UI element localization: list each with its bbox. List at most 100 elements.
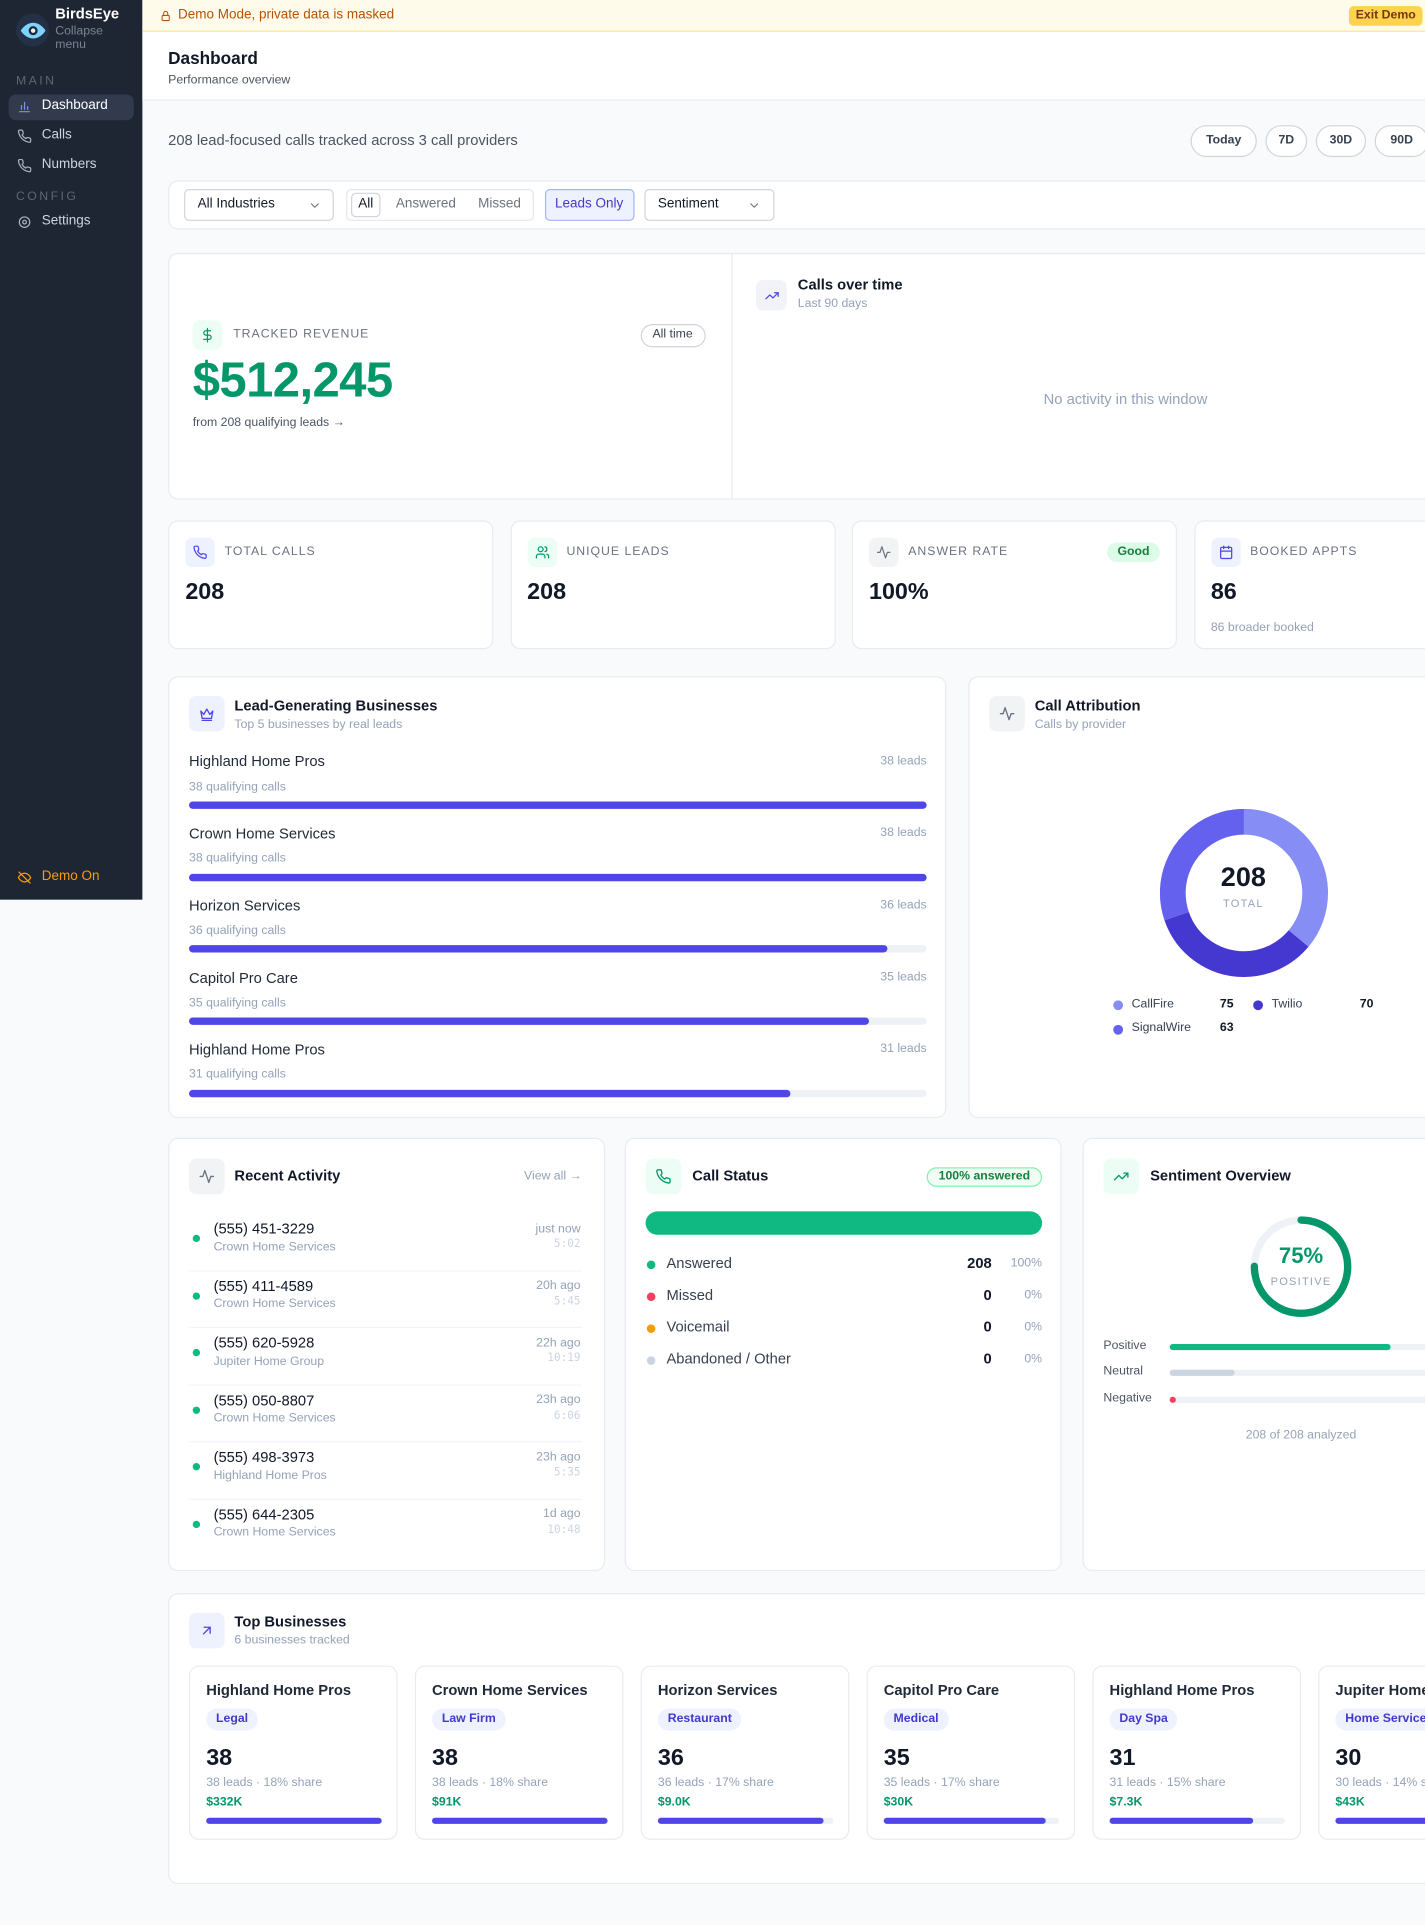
business-bar bbox=[206, 1817, 382, 1824]
range-button[interactable] bbox=[1315, 125, 1367, 158]
range-label[interactable]: Today bbox=[1206, 133, 1242, 147]
call-time: 22h ago bbox=[536, 1336, 581, 1350]
business-leads: 36 leads bbox=[880, 898, 927, 912]
revenue-value: $512,245 bbox=[192, 353, 393, 408]
stat-label: UNIQUE LEADS bbox=[566, 544, 670, 558]
logo bbox=[15, 13, 50, 47]
collapse-menu[interactable]: Collapse menu bbox=[55, 24, 104, 52]
demo-banner bbox=[142, 0, 1425, 32]
sentiment-row-label: Positive bbox=[1103, 1338, 1147, 1352]
nav-icon bbox=[16, 157, 33, 174]
nav-icon bbox=[16, 128, 33, 145]
call-time: just now bbox=[535, 1221, 581, 1236]
bar-track bbox=[1169, 1369, 1425, 1376]
call-duration: 5:35 bbox=[553, 1466, 581, 1480]
status-option[interactable]: Missed bbox=[478, 196, 521, 212]
section-label: MAIN bbox=[15, 74, 57, 88]
range-button[interactable] bbox=[1265, 125, 1308, 158]
page-title: Dashboard bbox=[168, 48, 258, 68]
call-time: 20h ago bbox=[536, 1278, 581, 1293]
nav-item[interactable]: Calls bbox=[41, 127, 72, 143]
exit-demo-btn[interactable] bbox=[1348, 6, 1423, 26]
separator bbox=[189, 1269, 582, 1271]
legend-value: 63 bbox=[1219, 1021, 1234, 1035]
nav-item[interactable]: Dashboard bbox=[41, 98, 108, 113]
demo-toggle[interactable]: Demo On bbox=[41, 868, 100, 884]
stat-value: 208 bbox=[185, 578, 225, 605]
business-revenue: $332K bbox=[206, 1795, 243, 1809]
status-option[interactable]: Answered bbox=[395, 196, 456, 212]
business-leads: 31 leads bbox=[880, 1042, 927, 1056]
business-name: Highland Home Pros bbox=[189, 752, 325, 771]
legend-value: 70 bbox=[1359, 997, 1374, 1011]
lead-bar bbox=[189, 873, 927, 881]
leads-only-toggle[interactable] bbox=[544, 189, 635, 221]
caller-business: Crown Home Services bbox=[213, 1411, 336, 1425]
card-title: Sentiment Overview bbox=[1150, 1167, 1291, 1185]
business-card bbox=[1318, 1665, 1425, 1840]
separator bbox=[189, 1498, 582, 1500]
status-pct: 100% bbox=[1010, 1256, 1043, 1270]
range-button[interactable] bbox=[1190, 125, 1257, 158]
caller-phone: (555) 411-4589 bbox=[213, 1277, 314, 1295]
revenue-note[interactable]: from 208 qualifying leads → bbox=[192, 415, 345, 429]
range-label[interactable]: 30D bbox=[1329, 133, 1353, 147]
chart-title: Calls over time bbox=[797, 276, 903, 294]
status-option[interactable]: All bbox=[358, 196, 374, 212]
card-title: Call Status bbox=[692, 1167, 769, 1185]
card-title: Lead-Generating Businesses bbox=[234, 697, 438, 715]
caller-business: Jupiter Home Group bbox=[213, 1354, 325, 1368]
filter-bar bbox=[168, 180, 1425, 230]
leads-only-label[interactable]: Leads Only bbox=[554, 196, 624, 212]
sentiment-footer: 208 of 208 analyzed bbox=[1245, 1428, 1357, 1442]
trend-icon bbox=[756, 279, 787, 311]
sentiment-label[interactable]: Sentiment bbox=[657, 196, 719, 212]
business-tag: Restaurant bbox=[657, 1708, 742, 1731]
call-status-card bbox=[624, 1137, 1062, 1572]
sentiment-select[interactable] bbox=[644, 189, 775, 221]
donut bbox=[1159, 808, 1329, 978]
business-calls: 36 qualifying calls bbox=[189, 924, 286, 938]
status-dot bbox=[192, 1520, 201, 1528]
nav-item[interactable]: Numbers bbox=[41, 157, 97, 172]
status-count: 0 bbox=[983, 1350, 992, 1368]
banner-text: Demo Mode, private data is masked bbox=[177, 7, 395, 23]
range-label[interactable]: 90D bbox=[1390, 133, 1413, 147]
all-time-badge bbox=[640, 324, 706, 348]
business-detail: 38 leads · 18% share bbox=[432, 1775, 549, 1789]
range-label[interactable]: 7D bbox=[1278, 133, 1295, 147]
sentiment-row-label: Neutral bbox=[1103, 1364, 1144, 1379]
exit-demo-label[interactable]: Exit Demo bbox=[1355, 7, 1416, 22]
brand: BirdsEye bbox=[55, 5, 120, 23]
stat-label: TOTAL CALLS bbox=[224, 544, 316, 558]
legend-dot bbox=[1113, 1024, 1124, 1035]
sentiment-bar bbox=[1169, 1343, 1391, 1350]
sentiment-bar bbox=[1169, 1369, 1235, 1376]
business-revenue: $91K bbox=[432, 1795, 462, 1809]
activity-icon bbox=[189, 1158, 225, 1195]
attribution-card bbox=[968, 676, 1425, 1119]
business-name: Highland Home Pros bbox=[189, 1041, 325, 1059]
business-detail: 31 leads · 15% share bbox=[1109, 1775, 1226, 1789]
caller-business: Highland Home Pros bbox=[213, 1468, 327, 1483]
industry-label[interactable]: All Industries bbox=[197, 196, 275, 212]
header bbox=[142, 31, 1425, 101]
caller-business: Crown Home Services bbox=[213, 1297, 336, 1311]
range-button[interactable] bbox=[1374, 125, 1425, 158]
nav-item[interactable]: Settings bbox=[41, 213, 91, 229]
legend-name: Twilio bbox=[1271, 997, 1303, 1011]
legend-value: 75 bbox=[1219, 997, 1234, 1011]
crown-icon bbox=[189, 695, 225, 732]
business-name: Crown Home Services bbox=[189, 824, 336, 843]
answered-bar bbox=[645, 1211, 1043, 1235]
status-dot bbox=[192, 1405, 201, 1414]
card-subtitle: Top 5 businesses by real leads bbox=[234, 717, 403, 731]
sentiment-value: 75% bbox=[1278, 1243, 1324, 1269]
answered-badge-label: 100% answered bbox=[938, 1169, 1031, 1183]
activity-icon bbox=[989, 695, 1025, 732]
view-all-link[interactable]: View all → bbox=[524, 1169, 582, 1183]
chart-subtitle: Last 90 days bbox=[797, 296, 868, 310]
industry-select[interactable] bbox=[184, 189, 334, 221]
caller-business: Crown Home Services bbox=[213, 1240, 336, 1254]
